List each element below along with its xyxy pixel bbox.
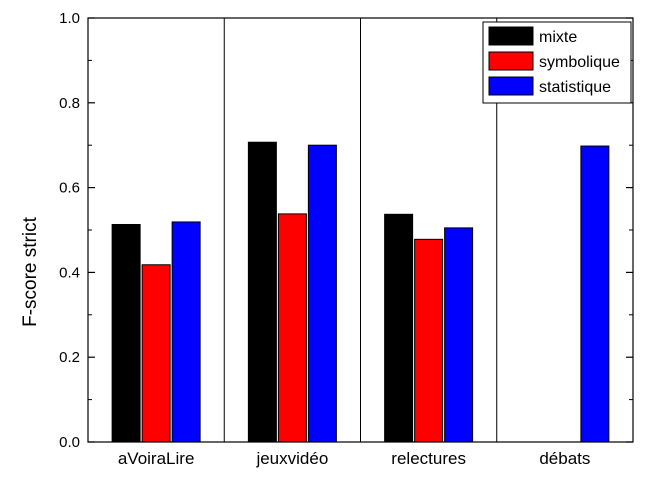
bar-mixte-0 [111, 223, 141, 443]
bar-statistique-1 [307, 144, 337, 443]
bar-symbolique-1 [277, 213, 307, 443]
legend-label-statistique: statistique [539, 79, 611, 96]
y-tick-label: 1.0 [59, 10, 80, 27]
y-tick-label: 0.0 [59, 434, 80, 451]
bar-symbolique-2 [414, 238, 444, 443]
y-tick-label: 0.2 [59, 349, 80, 366]
y-tick-label: 0.8 [59, 95, 80, 112]
y-tick-label: 0.6 [59, 180, 80, 197]
legend-label-mixte: mixte [539, 29, 577, 46]
legend-swatch-statistique [488, 76, 534, 96]
legend-swatch-mixte [488, 26, 534, 46]
legend-swatch-symbolique [488, 51, 534, 71]
bar-mixte-1 [247, 141, 277, 443]
y-axis-title: F-score strict [20, 216, 41, 327]
bar-statistique-3 [580, 145, 610, 443]
legend: mixte symbolique statistique [482, 21, 632, 104]
y-tick-label: 0.4 [59, 264, 80, 281]
bar-statistique-2 [444, 227, 474, 443]
x-tick-labels: aVoiraLire jeuxvidéo relectures débats [118, 449, 591, 468]
bar-statistique-0 [171, 221, 201, 443]
x-tick-label: aVoiraLire [118, 449, 195, 468]
bar-symbolique-0 [141, 264, 171, 443]
y-ticks: 0.0 0.2 0.4 0.6 0.8 1.0 [59, 10, 633, 451]
bar-mixte-2 [384, 213, 414, 443]
x-tick-label: débats [539, 449, 590, 468]
x-tick-label: jeuxvidéo [255, 449, 328, 468]
bars [111, 141, 610, 443]
x-tick-label: relectures [391, 449, 466, 468]
legend-label-symbolique: symbolique [539, 54, 620, 71]
